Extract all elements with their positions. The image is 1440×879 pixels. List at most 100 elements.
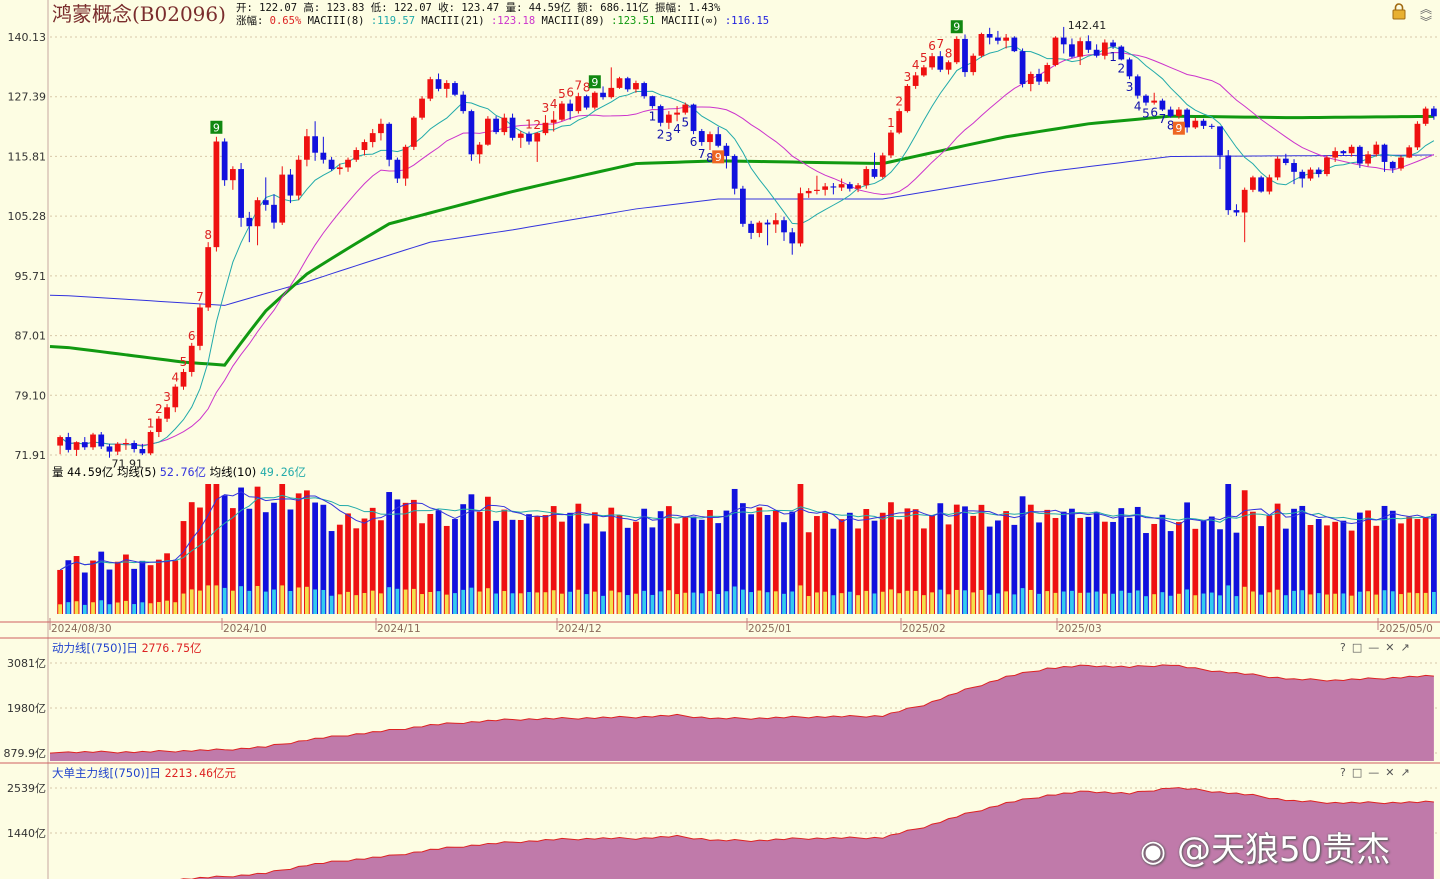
td-sequence-down-label: 4 xyxy=(673,122,681,136)
td-nine-label: 9 xyxy=(715,151,722,164)
volume-bar xyxy=(1307,524,1314,614)
volume-bar xyxy=(624,527,631,614)
volume-bar xyxy=(1151,523,1158,614)
candle-body xyxy=(139,449,146,454)
volume-inner-bar xyxy=(724,591,729,614)
scroll-up-icon[interactable]: ︽ xyxy=(1420,2,1433,16)
minimize-icon[interactable]: — xyxy=(1368,641,1386,654)
scroll-down-icon[interactable]: ︾ xyxy=(1420,15,1433,29)
volume-bar xyxy=(1044,509,1051,614)
power-area xyxy=(50,664,1434,761)
candle-body xyxy=(476,144,483,155)
volume-bar xyxy=(863,509,870,614)
volume-bar xyxy=(139,560,146,614)
volume-bar xyxy=(1431,513,1437,614)
candle-body xyxy=(1118,46,1125,60)
volume-bar xyxy=(1027,504,1034,614)
volume-inner-bar xyxy=(387,587,392,614)
ma89-line xyxy=(49,114,1434,367)
volume-bar xyxy=(781,522,787,614)
volume-inner-bar xyxy=(181,593,186,614)
volume-bar xyxy=(468,494,475,614)
volume-inner-bar xyxy=(782,593,786,614)
help-icon[interactable]: ? xyxy=(1340,766,1352,779)
volume-inner-bar xyxy=(757,590,762,614)
close-icon[interactable]: ✕ xyxy=(1385,641,1401,654)
volume-bar xyxy=(608,507,615,614)
volume-bar xyxy=(912,509,919,614)
candle-body xyxy=(452,83,458,95)
volume-bar xyxy=(1159,514,1166,614)
volume-inner-bar xyxy=(288,591,293,614)
volume-inner-bar xyxy=(502,591,507,614)
volume-inner-bar xyxy=(1242,586,1247,614)
volume-inner-bar xyxy=(560,593,564,614)
candle-body xyxy=(904,85,911,112)
volume-bar xyxy=(1118,508,1125,614)
volume-inner-bar xyxy=(592,591,597,614)
td-sequence-up-label: 4 xyxy=(171,370,179,384)
candle-body xyxy=(1324,157,1330,175)
volume-bar xyxy=(1381,505,1388,614)
volume-bar xyxy=(1110,521,1116,614)
maximize-icon[interactable]: □ xyxy=(1351,641,1369,654)
close-icon[interactable]: ✕ xyxy=(1385,766,1401,779)
candle-body xyxy=(493,118,499,133)
volume-inner-bar xyxy=(124,600,128,614)
candle-body xyxy=(410,117,417,147)
ma-infinity-line xyxy=(49,154,1434,306)
volume-bar xyxy=(789,511,796,614)
td-nine-label: 9 xyxy=(213,121,220,134)
volume-inner-bar xyxy=(568,591,573,614)
volume-bar xyxy=(304,490,310,614)
volume-inner-bar xyxy=(337,594,342,614)
candle-body xyxy=(937,56,944,70)
td-sequence-up-label: 1 xyxy=(147,416,155,430)
candle-body xyxy=(205,247,212,308)
date-label: 2024/11 xyxy=(377,623,421,635)
minimize-icon[interactable]: — xyxy=(1368,766,1386,779)
settings-icon[interactable]: ↗ xyxy=(1400,641,1416,654)
power-line-legend: 动力线[(750)]日 2776.75亿 xyxy=(52,640,202,656)
volume-bar xyxy=(641,508,648,614)
volume-inner-bar xyxy=(453,593,457,614)
candle-body xyxy=(1167,109,1174,117)
volume-bar xyxy=(534,516,541,614)
change-row: 涨幅: 0.65% MACIII(8) :119.57 MACIII(21) :… xyxy=(236,13,769,28)
candle-body xyxy=(953,38,960,63)
lock-icon[interactable] xyxy=(1390,2,1408,20)
maximize-icon[interactable]: □ xyxy=(1351,766,1369,779)
td-sequence-down-label: 7 xyxy=(1159,112,1167,126)
volume-inner-bar xyxy=(510,593,515,614)
volume-inner-bar xyxy=(1283,595,1288,614)
candle-body xyxy=(394,159,401,179)
candle-body xyxy=(1373,144,1380,155)
volume-label: 量 xyxy=(52,465,64,479)
date-label: 2024/12 xyxy=(558,623,602,635)
candle-body xyxy=(583,96,590,108)
candle-body xyxy=(608,87,615,98)
td-sequence-up-label: 8 xyxy=(204,228,212,242)
volume-inner-bar xyxy=(897,593,902,614)
volume-bar xyxy=(213,484,220,614)
volume-bar xyxy=(73,556,80,614)
candle-body xyxy=(188,345,195,372)
volume-bar xyxy=(419,523,425,614)
candle-body xyxy=(1241,189,1248,213)
volume-bar xyxy=(1356,512,1363,614)
volume-inner-bar xyxy=(1144,596,1148,614)
volume-inner-bar xyxy=(1382,590,1387,614)
candle-body xyxy=(1110,42,1116,47)
candle-body xyxy=(1414,123,1421,148)
candle-body xyxy=(1159,100,1166,110)
volume-inner-bar xyxy=(1366,591,1370,614)
settings-icon[interactable]: ↗ xyxy=(1400,766,1416,779)
help-icon[interactable]: ? xyxy=(1340,641,1352,654)
volume-inner-bar xyxy=(543,592,548,614)
volume-inner-bar xyxy=(617,592,622,614)
volume-bar xyxy=(1258,526,1265,614)
volume-inner-bar xyxy=(263,591,268,614)
td-sequence-down-label: 8 xyxy=(706,151,714,165)
candle-body xyxy=(81,442,88,448)
volume-bar xyxy=(600,531,606,614)
